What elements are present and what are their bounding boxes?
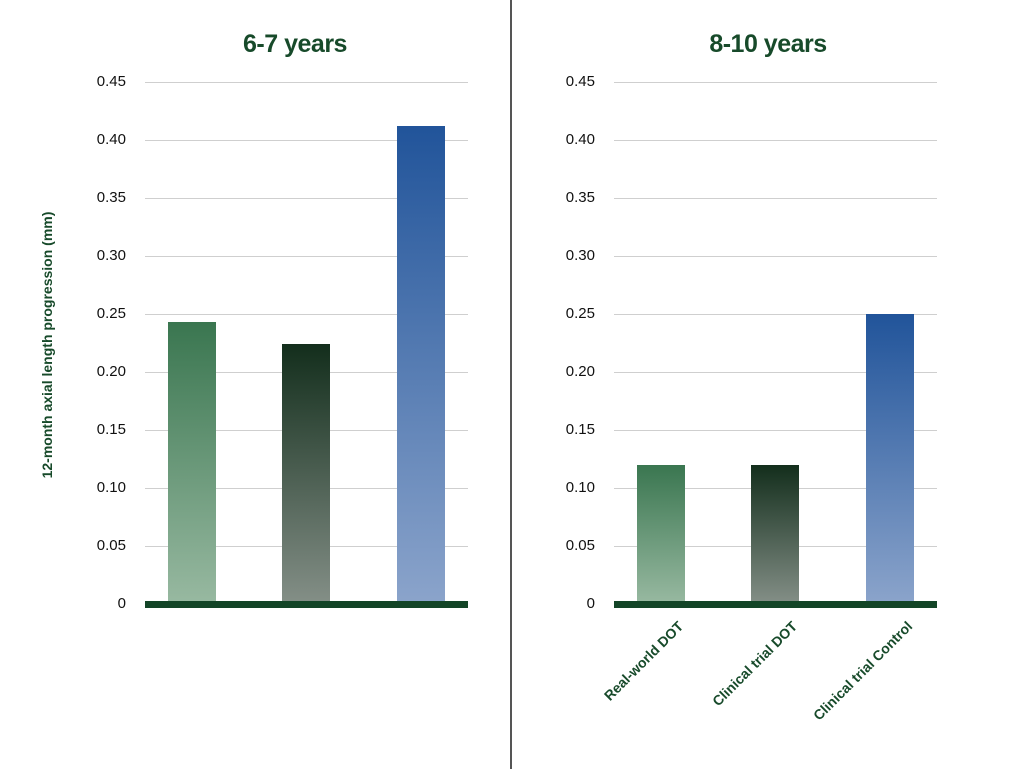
bar-real-world-dot xyxy=(168,322,216,604)
y-tick-label: 0.40 xyxy=(96,131,126,148)
y-tick-label: 0.10 xyxy=(96,479,126,496)
panel-divider xyxy=(510,0,512,769)
gridline xyxy=(614,198,937,199)
chart-panel-6-7-years: 6-7 years 0 0.05 0.10 0.15 0.20 0.25 0.30 0.35 0… xyxy=(0,0,511,769)
gridline xyxy=(145,140,468,141)
y-tick-label: 0.05 xyxy=(565,537,595,554)
gridline xyxy=(614,372,937,373)
gridline xyxy=(145,314,468,315)
y-tick-label: 0.20 xyxy=(96,363,126,380)
x-tick-label: Real-world DOT xyxy=(600,618,687,704)
gridline xyxy=(614,82,937,83)
panel-title: 8-10 years xyxy=(709,30,827,58)
x-tick-label: Clinical trial DOT xyxy=(709,618,801,710)
bar-clinical-trial-dot xyxy=(751,465,799,604)
y-tick-label: 0.30 xyxy=(96,247,126,264)
panel-title: 6-7 years xyxy=(243,30,347,58)
y-tick-label: 0.20 xyxy=(565,363,595,380)
x-tick-label: Clinical trial Control xyxy=(809,618,916,724)
y-tick-label: 0.10 xyxy=(565,479,595,496)
gridline xyxy=(614,430,937,431)
y-tick-label: 0 xyxy=(586,595,595,612)
bar-real-world-dot xyxy=(637,465,685,604)
bar-clinical-trial-control xyxy=(397,126,445,604)
y-tick-label: 0.45 xyxy=(565,73,595,90)
gridline xyxy=(145,256,468,257)
y-tick-label: 0.35 xyxy=(565,189,595,206)
y-tick-label: 0.35 xyxy=(96,189,126,206)
gridline xyxy=(145,198,468,199)
gridline xyxy=(145,82,468,83)
y-tick-label: 0.25 xyxy=(96,305,126,322)
y-tick-label: 0.15 xyxy=(96,421,126,438)
x-axis-baseline xyxy=(614,601,937,608)
y-tick-label: 0 xyxy=(117,595,126,612)
bar-clinical-trial-dot xyxy=(282,344,330,604)
y-tick-label: 0.30 xyxy=(565,247,595,264)
gridline xyxy=(614,140,937,141)
gridline xyxy=(614,256,937,257)
y-tick-label: 0.25 xyxy=(565,305,595,322)
y-tick-label: 0.05 xyxy=(96,537,126,554)
gridline xyxy=(614,314,937,315)
y-tick-label: 0.45 xyxy=(96,73,126,90)
x-axis-baseline xyxy=(145,601,468,608)
bar-clinical-trial-control xyxy=(866,314,914,604)
y-tick-label: 0.40 xyxy=(565,131,595,148)
y-tick-label: 0.15 xyxy=(565,421,595,438)
